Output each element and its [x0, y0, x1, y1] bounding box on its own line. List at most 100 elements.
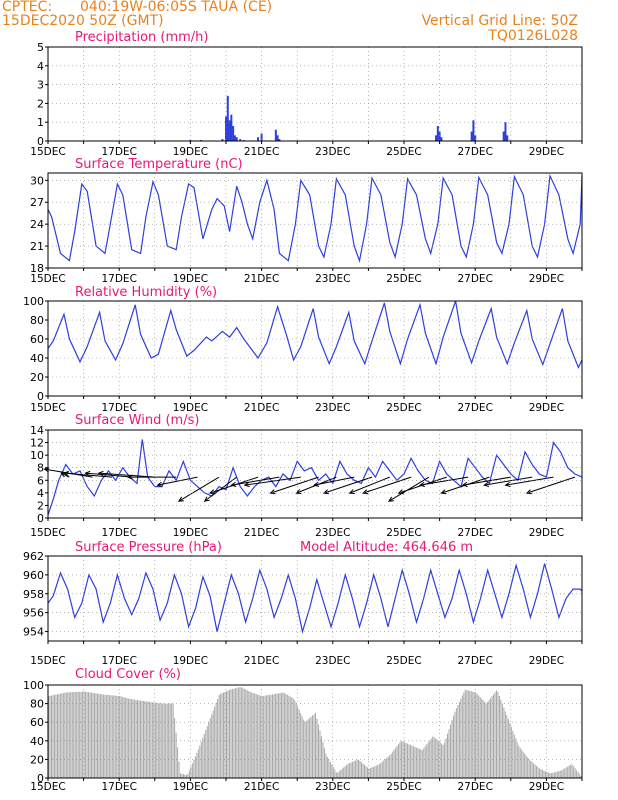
- cloud-bar: [261, 696, 263, 778]
- wind-x-tick-label: 15DEC: [30, 527, 65, 539]
- cloud-bar: [68, 692, 70, 778]
- cloud-bar: [442, 744, 444, 778]
- cloud-bar: [349, 763, 351, 778]
- cloud-bar: [427, 742, 429, 778]
- precip-bar: [472, 120, 475, 141]
- wind-vector: [61, 472, 70, 478]
- precip-bar: [470, 131, 473, 141]
- cloud-bar: [83, 691, 85, 778]
- cloud-bar: [424, 746, 426, 778]
- wind-vector-head: [156, 481, 163, 487]
- wind-vector: [526, 476, 576, 494]
- cloud-bar: [276, 693, 278, 778]
- cloud-bar: [203, 733, 205, 778]
- cloud-bar: [555, 771, 557, 778]
- wind-vector: [362, 476, 412, 494]
- cloud-bar: [177, 747, 179, 778]
- cloud-bar: [53, 694, 55, 778]
- cloud-bar: [540, 769, 542, 778]
- cloud-bar: [110, 695, 112, 778]
- cloud-bar: [547, 772, 549, 778]
- header-grid-note: Vertical Grid Line: 50Z: [422, 13, 578, 29]
- cloud-bar: [565, 767, 567, 778]
- cloud-bar: [389, 755, 391, 778]
- cloud-bar: [202, 737, 204, 778]
- cloud-bar: [396, 745, 398, 778]
- wind-vector: [178, 476, 220, 502]
- cloud-bar: [61, 693, 63, 778]
- cloud-bar: [282, 692, 284, 778]
- wind-vector-head: [203, 496, 210, 502]
- cloud-bar: [280, 692, 282, 778]
- precipitation-y-tick-label: 0: [37, 135, 44, 148]
- cloud-bar: [71, 692, 73, 778]
- cloud-bar: [306, 720, 308, 778]
- cloud-bar: [178, 761, 180, 778]
- cloud-bar: [251, 692, 253, 778]
- pressure-y-tick-label: 958: [23, 588, 44, 601]
- cloud-bar: [267, 695, 269, 778]
- cloud-bar: [495, 690, 498, 778]
- cloud-bar: [227, 690, 229, 778]
- cloud-bar: [298, 709, 300, 778]
- cloud-bar: [300, 713, 302, 778]
- wind-y-tick-label: 4: [37, 487, 44, 500]
- cloud-bar: [137, 700, 139, 778]
- precip-bar: [506, 135, 509, 141]
- cloud-bar: [457, 705, 459, 778]
- wind-x-tick-label: 25DEC: [386, 527, 421, 539]
- cloud_cover-x-tick-label: 15DEC: [30, 781, 65, 793]
- wind-vector-head: [62, 470, 69, 477]
- cloud-bar: [93, 693, 96, 778]
- cloud-bar: [335, 772, 337, 778]
- pressure-x-tick-label: 21DEC: [244, 655, 279, 667]
- header-location: 040:19W-06:05S TAUA (CE): [80, 0, 272, 15]
- cloud-bar: [122, 696, 124, 778]
- cloud-bar: [237, 687, 239, 778]
- cloud-bar: [197, 749, 199, 778]
- wind-vector-head: [461, 481, 468, 488]
- cloud-bar: [309, 718, 311, 778]
- humidity-x-tick-label: 15DEC: [30, 402, 65, 414]
- cloud-bar: [448, 729, 450, 778]
- cloud-bar: [406, 743, 409, 778]
- cloud-bar: [337, 772, 339, 778]
- cloud_cover-y-tick-label: 40: [30, 735, 44, 748]
- cloud-bar: [304, 721, 306, 778]
- cloud-bar: [172, 703, 174, 778]
- cloud-bar: [224, 691, 226, 778]
- pressure-x-tick-label: 23DEC: [315, 655, 350, 667]
- wind-x-tick-label: 21DEC: [244, 527, 279, 539]
- cloud-bar: [215, 702, 217, 778]
- pressure-annotation: Model Altitude: 464.646 m: [300, 540, 473, 555]
- cloud-bar: [562, 769, 564, 778]
- cloud-bar: [423, 748, 425, 778]
- cloud-bar: [107, 694, 109, 778]
- temperature-x-tick-label: 17DEC: [101, 273, 136, 285]
- cloud-bar: [518, 745, 520, 778]
- cloud-bar: [310, 716, 312, 778]
- cloud-bar: [80, 691, 82, 778]
- pressure-x-tick-label: 25DEC: [386, 655, 421, 667]
- cloud-bar: [255, 694, 257, 778]
- cloud-bar: [498, 695, 500, 778]
- temperature-y-tick-label: 27: [30, 196, 44, 209]
- pressure-y-tick-label: 960: [23, 569, 44, 582]
- cloud-bar: [435, 738, 437, 778]
- cloud-bar: [85, 691, 87, 778]
- cloud-bar: [436, 739, 438, 778]
- humidity-x-tick-label: 27DEC: [457, 402, 492, 414]
- cloud-bar: [426, 744, 428, 778]
- cloud_cover-x-tick-label: 29DEC: [529, 781, 564, 793]
- wind-vector-head: [483, 481, 490, 488]
- cloud-bar: [360, 762, 363, 778]
- wind-vector-head: [322, 489, 329, 495]
- pressure-x-tick-label: 29DEC: [529, 655, 564, 667]
- temperature-series-line: [47, 173, 583, 263]
- humidity-y-tick-label: 20: [30, 371, 44, 384]
- wind-vector-head: [127, 474, 133, 480]
- cloud-bar: [160, 703, 162, 778]
- wind-vector-head: [97, 470, 104, 477]
- cloud_cover-x-tick-label: 27DEC: [457, 781, 492, 793]
- cloud-bar: [344, 766, 346, 778]
